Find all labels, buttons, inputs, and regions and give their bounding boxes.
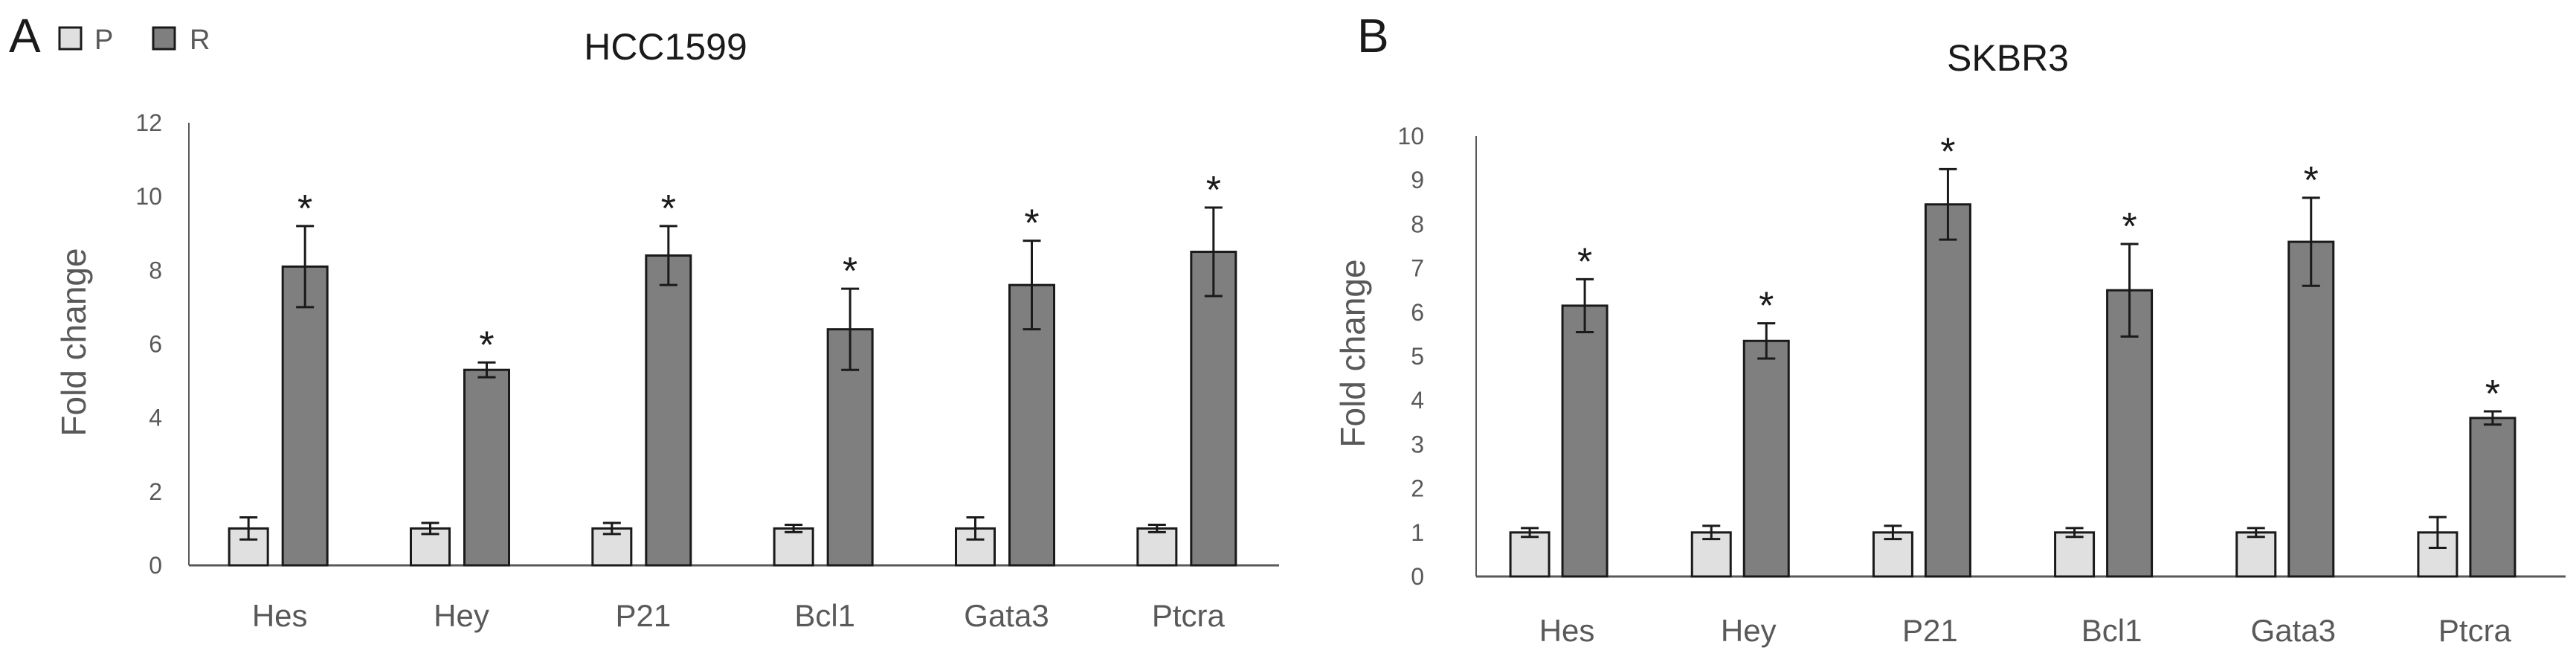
bar-r-hes: [1561, 304, 1609, 578]
x-tick-label-ptcra: Ptcra: [2438, 613, 2512, 648]
y-tick-label: 0: [149, 552, 162, 579]
y-tick-label: 2: [1411, 475, 1424, 502]
x-tick-label-ptcra: Ptcra: [1152, 598, 1226, 633]
y-tick-label: 5: [1411, 343, 1424, 370]
x-tick-label-bcl1: Bcl1: [2081, 613, 2142, 648]
y-tick-label: 8: [149, 257, 162, 283]
x-tick-label-gata3: Gata3: [964, 598, 1049, 633]
y-axis-label: Fold change: [1333, 259, 1372, 447]
x-tick-label-hes: Hes: [252, 598, 308, 633]
significance-star-hes: *: [1577, 240, 1592, 283]
legend-swatch-p: [58, 26, 83, 51]
significance-star-p21: *: [1940, 130, 1955, 173]
y-tick-label: 9: [1411, 167, 1424, 193]
legend-label-r: R: [190, 25, 210, 56]
significance-star-hey: *: [479, 324, 494, 367]
y-tick-label: 4: [149, 405, 162, 431]
y-tick-label: 6: [149, 331, 162, 358]
x-tick-label-gata3: Gata3: [2251, 613, 2336, 648]
y-tick-label: 1: [1411, 519, 1424, 546]
bar-r-hey: [463, 368, 510, 567]
bar-p-p21: [591, 527, 633, 567]
y-tick-label: 10: [1397, 123, 1424, 150]
x-tick-label-p21: P21: [1902, 613, 1958, 648]
significance-star-gata3: *: [1024, 202, 1039, 245]
panel-letter: A: [9, 9, 41, 62]
x-tick-label-bcl1: Bcl1: [794, 598, 855, 633]
y-tick-label: 3: [1411, 431, 1424, 457]
significance-star-hey: *: [1759, 285, 1774, 328]
bar-r-bcl1: [2106, 289, 2154, 578]
bar-p-ptcra: [1136, 527, 1178, 567]
bar-r-ptcra: [2469, 417, 2517, 578]
significance-star-hes: *: [297, 187, 312, 231]
bar-r-hey: [1742, 339, 1790, 578]
x-tick-label-hes: Hes: [1539, 613, 1595, 648]
bar-r-hes: [281, 265, 329, 567]
x-tick-label-hey: Hey: [434, 598, 489, 633]
panel-b: B SKBR3 Fold change 0 1 2 3 4 5 6 7 8 9 10 * Hes * Hey * P2…: [1333, 9, 2566, 648]
bar-r-p21: [645, 254, 692, 567]
significance-star-bcl1: *: [2122, 205, 2137, 248]
bar-r-gata3: [2287, 240, 2335, 578]
significance-star-ptcra: *: [1206, 169, 1221, 212]
x-tick-label-p21: P21: [615, 598, 671, 633]
bar-r-p21: [1924, 203, 1971, 578]
legend-label-p: P: [94, 25, 113, 56]
significance-star-bcl1: *: [843, 250, 857, 293]
legend-swatch-r: [152, 26, 176, 51]
y-tick-label: 4: [1411, 387, 1424, 414]
y-tick-label: 10: [135, 183, 162, 210]
bar-r-ptcra: [1190, 251, 1237, 567]
y-tick-label: 0: [1411, 563, 1424, 590]
bar-p-gata3: [2235, 531, 2277, 578]
y-tick-label: 8: [1411, 211, 1424, 237]
significance-star-gata3: *: [2304, 159, 2319, 202]
bar-p-hes: [1509, 531, 1551, 578]
chart-title: SKBR3: [1947, 37, 2069, 79]
y-tick-label: 7: [1411, 255, 1424, 282]
y-tick-label: 2: [149, 478, 162, 505]
y-axis-label: Fold change: [54, 248, 93, 436]
significance-star-ptcra: *: [2485, 373, 2500, 416]
panel-a: A HCC1599 Fold change 0 2 4 6 8 10 12 * Hes * Hey * P21…: [9, 9, 1279, 633]
y-tick-label: 12: [135, 109, 162, 136]
panel-letter: B: [1357, 9, 1389, 62]
bar-r-gata3: [1008, 283, 1055, 567]
x-tick-label-hey: Hey: [1721, 613, 1777, 648]
chart-title: HCC1599: [584, 26, 747, 68]
y-tick-label: 6: [1411, 299, 1424, 326]
bar-p-bcl1: [2054, 531, 2096, 578]
significance-star-p21: *: [661, 187, 676, 231]
bar-p-bcl1: [773, 527, 814, 567]
